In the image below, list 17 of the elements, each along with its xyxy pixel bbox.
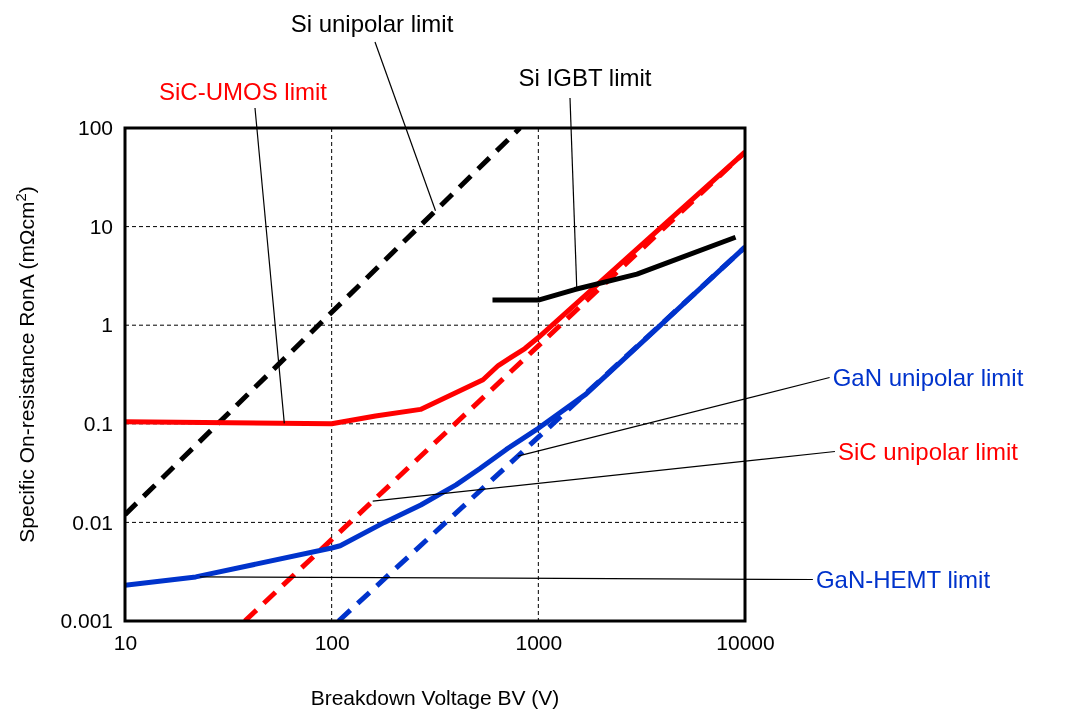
y-tick-label: 1 — [101, 313, 113, 337]
y-tick-label: 0.01 — [72, 510, 113, 534]
x-tick-label: 1000 — [515, 630, 563, 654]
x-tick-label: 10000 — [716, 630, 775, 654]
y-tick-label: 10 — [89, 214, 113, 238]
text: Si unipolar limit — [290, 10, 454, 37]
x-tick-label: 10 — [113, 630, 138, 654]
x-axis-title: Breakdown Voltage BV (V) — [310, 686, 560, 709]
annotation: GaN-HEMT limit — [815, 566, 991, 593]
text: Si IGBT limit — [518, 64, 652, 91]
y-tick-label: 0.001 — [60, 609, 113, 633]
annotation: GaN unipolar limit — [832, 364, 1024, 391]
y-tick-label: 0.1 — [83, 412, 113, 436]
annotation: SiC unipolar limit — [837, 438, 1019, 465]
x-tick-label: 100 — [314, 630, 350, 654]
y-tick-label: 100 — [77, 116, 113, 140]
text: SiC-UMOS limit — [159, 78, 328, 105]
